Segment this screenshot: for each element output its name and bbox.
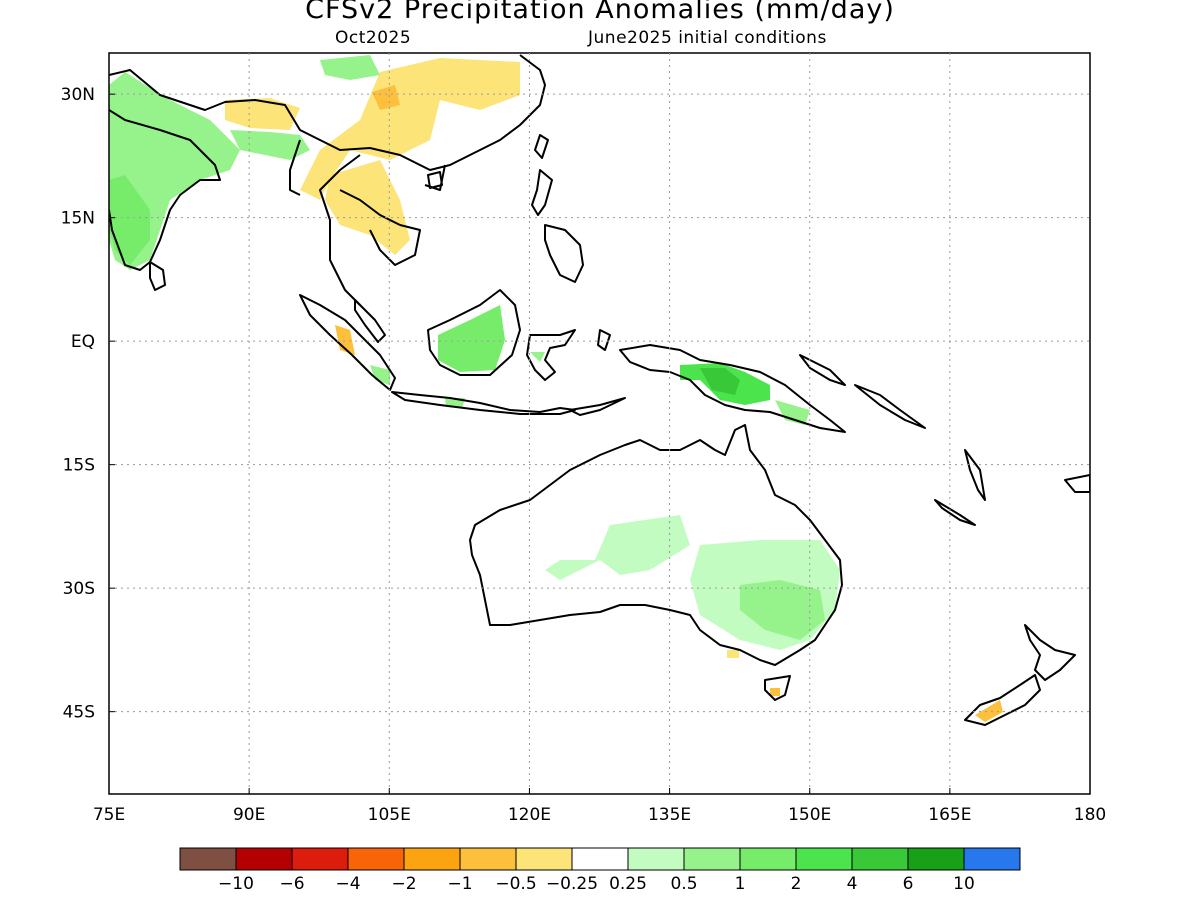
coast-asia-mainland [109,54,546,306]
dry-area-indochina [325,160,410,255]
coast-philippines-luzon [531,169,553,216]
dry-area-tibet [225,98,300,130]
lat-tick-label: 30N [61,85,95,105]
wet-area-india-core [109,175,150,265]
initial-conditions-label: June2025 initial conditions [588,28,827,48]
lon-tick-label: 135E [648,805,691,825]
wet-area-myanmar [230,130,310,160]
lon-tick-label: 165E [928,805,971,825]
colorbar-tick-label: −0.5 [495,874,536,894]
colorbar-swatch [515,847,573,871]
colorbar-swatch [459,847,517,871]
colorbar-tick-label: −0.25 [546,874,598,894]
colorbar-tick-label: 2 [791,874,802,894]
coast-new-zealand-south [964,674,1041,726]
colorbar: −10 −6 −4 −2 −1 −0.5 −0.25 0.25 0.5 1 2 4 6 10 [179,847,1021,894]
lon-tick-label: 150E [788,805,831,825]
lon-tick-label: 180 [1074,805,1106,825]
coast-philippines-south [544,224,584,283]
anomaly-shading [109,55,1003,722]
colorbar-swatch [739,847,797,871]
coast-sumatra [299,294,396,391]
colorbar-tick-label: 10 [953,874,975,894]
colorbar-tick-label: 1 [735,874,746,894]
lon-tick-label: 120E [508,805,551,825]
colorbar-swatch [683,847,741,871]
lat-tick-label: 15N [61,209,95,229]
colorbar-swatch [963,847,1021,871]
coast-bismarck [799,354,846,386]
axes: 30N 15N EQ 15S 30S 45S 75E 90E 105E 120E 135E 150E 1… [61,85,1107,825]
coast-india [109,109,221,271]
wet-area-borneo [438,305,505,372]
wet-area-north [320,55,380,80]
coast-hainan [427,171,443,189]
colorbar-tick-label: 0.5 [670,874,697,894]
coast-fiji [1064,474,1090,493]
colorbar-swatch [347,847,405,871]
coast-java [391,391,576,415]
wet-area-new-guinea-core [700,368,740,395]
colorbar-swatch [571,847,629,871]
dry-area-sumatra [335,325,355,355]
wet-area-australia-se [740,580,825,640]
wet-area-sulawesi [530,352,545,362]
coast-vanuatu [964,449,986,501]
coast-timor [569,397,626,416]
coast-sulawesi [526,329,576,381]
dry-area-china [300,58,520,200]
plot-frame [108,52,1091,795]
coast-solomon [854,384,926,429]
colorbar-swatch [795,847,853,871]
colorbar-swatch [907,847,965,871]
dry-area-china-core [372,85,400,110]
coast-new-guinea [619,344,846,433]
map-title: CFSv2 Precipitation Anomalies (mm/day) [305,0,895,25]
coast-tasmania [764,675,791,701]
colorbar-swatch [403,847,461,871]
wet-area-sumatra [370,365,390,385]
colorbar-tick-label: −10 [218,874,254,894]
wet-area-new-guinea-east [775,400,810,425]
gridlines [109,53,1090,794]
lat-tick-label: EQ [71,332,95,352]
coast-new-caledonia [934,499,976,526]
dry-area-new-zealand [975,700,1003,722]
colorbar-tick-label: 0.25 [609,874,647,894]
colorbar-tick-label: 4 [847,874,858,894]
lat-tick-label: 15S [63,456,95,476]
coast-australia [469,424,843,666]
coast-taiwan [534,134,549,159]
coast-sri-lanka [149,261,166,291]
colorbar-tick-label: −6 [279,874,304,894]
colorbar-tick-label: −2 [391,874,416,894]
coast-halmahera [597,329,611,351]
colorbar-swatch [235,847,293,871]
colorbar-swatch [179,847,237,871]
colorbar-tick-label: −4 [335,874,360,894]
coastlines [109,54,1090,726]
lat-tick-label: 30S [63,579,95,599]
colorbar-tick-label: 6 [903,874,914,894]
colorbar-swatch [851,847,909,871]
coast-borneo [427,289,521,376]
colorbar-tick-label: −1 [447,874,472,894]
coast-new-zealand-north [1024,624,1076,681]
valid-month-label: Oct2025 [335,28,412,48]
dry-area-victoria [727,650,739,658]
lon-tick-label: 75E [93,805,125,825]
colorbar-swatch [627,847,685,871]
lat-tick-label: 45S [63,703,95,723]
coast-malay [354,299,386,343]
dry-area-tasmania [770,688,780,696]
colorbar-swatch [291,847,349,871]
wet-area-australia-west [545,515,690,580]
lon-tick-label: 105E [368,805,411,825]
lon-tick-label: 90E [233,805,265,825]
